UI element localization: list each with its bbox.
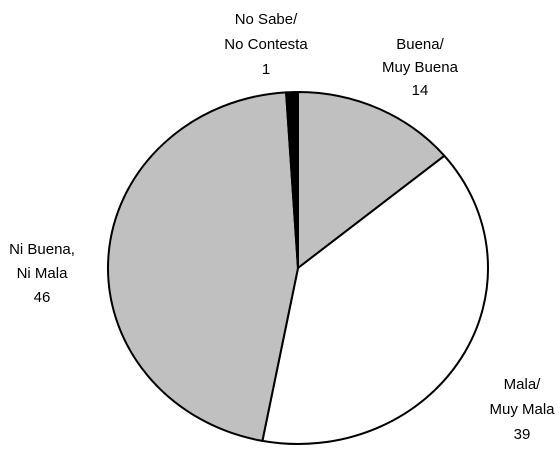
slice-label: Ni Buena, [9, 241, 75, 258]
slice-label: No Sabe/ [235, 11, 298, 28]
slice-value: 46 [34, 289, 51, 306]
pie-slice [297, 91, 446, 269]
slice-value: 1 [262, 61, 270, 78]
slice-value: 39 [514, 426, 531, 443]
pie-slice [261, 154, 489, 445]
pie-slice [285, 91, 299, 269]
pie-slice [106, 91, 299, 442]
slice-label: No Contesta [224, 36, 308, 53]
slice-label: Muy Buena [382, 59, 459, 76]
slice-label: Muy Mala [489, 401, 555, 418]
slice-value: 14 [412, 82, 429, 99]
slice-label: Buena/ [396, 36, 444, 53]
slice-label: Ni Mala [17, 265, 69, 282]
slice-label: Mala/ [504, 376, 542, 393]
